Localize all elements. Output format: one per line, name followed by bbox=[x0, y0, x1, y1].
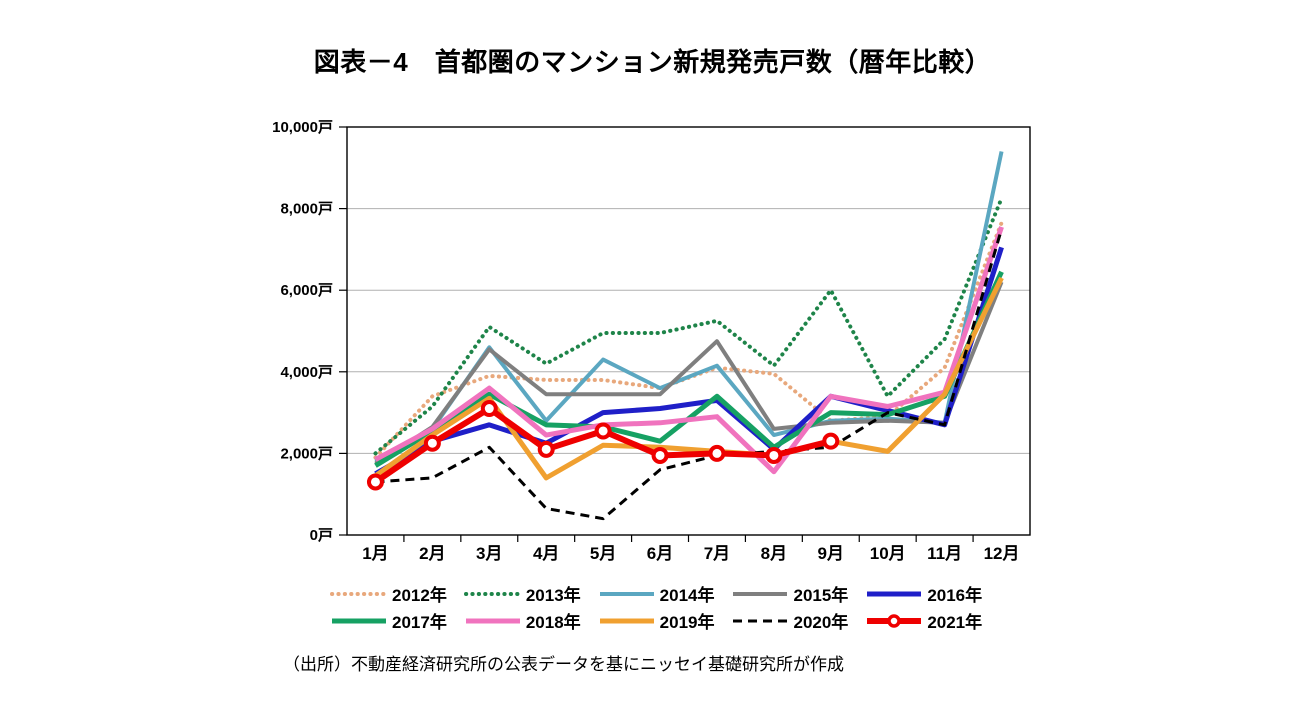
legend-label: 2021年 bbox=[927, 613, 983, 632]
legend-color-swatch bbox=[598, 613, 656, 629]
legend-entry[interactable]: 2012年 bbox=[330, 581, 447, 606]
legend-label: 2016年 bbox=[927, 586, 983, 605]
legend-entry[interactable]: 2013年 bbox=[463, 581, 581, 606]
series-marker bbox=[765, 446, 783, 464]
series-line bbox=[374, 281, 1004, 466]
legend-label: 2013年 bbox=[525, 586, 581, 605]
x-axis-tick-label: 12月 bbox=[984, 544, 1020, 563]
series-marker bbox=[651, 446, 669, 464]
x-axis-tick-labels: 1月 2月 3月 4月 5月 6月 7月 8月 9月 10月 11月 12月 bbox=[362, 544, 1019, 563]
data-series bbox=[374, 246, 1004, 476]
data-series bbox=[366, 400, 840, 491]
legend-entry[interactable]: 2020年 bbox=[731, 608, 848, 633]
x-axis-tick-label: 11月 bbox=[927, 544, 962, 563]
gridlines bbox=[347, 208, 1030, 454]
legend-entry[interactable]: 2014年 bbox=[598, 581, 715, 606]
legend-row-first: 2012年 2013年 2014年 2015年 2016年 bbox=[330, 580, 1010, 607]
source-note: （出所）不動産経済研究所の公表データを基にニッセイ基礎研究所が作成 bbox=[283, 655, 844, 674]
series-line bbox=[374, 246, 1004, 476]
y-axis-tick-labels: 0戸 2,000戸 4,000戸 6,000戸 8,000戸 10,000戸 bbox=[272, 119, 333, 544]
data-series bbox=[374, 276, 1004, 481]
x-axis-tick-label: 3月 bbox=[476, 544, 502, 563]
legend-label: 2018年 bbox=[525, 613, 581, 632]
axis-frame bbox=[339, 126, 1031, 542]
legend-label: 2012年 bbox=[392, 586, 447, 605]
legend-entry[interactable]: 2021年 bbox=[865, 608, 982, 633]
legend-label: 2019年 bbox=[659, 613, 715, 632]
x-axis-tick-label: 1月 bbox=[362, 544, 388, 563]
legend-label: 2014年 bbox=[659, 586, 715, 605]
x-axis-tick-label: 10月 bbox=[870, 544, 906, 563]
legend-color-swatch bbox=[464, 613, 522, 629]
series-marker bbox=[537, 440, 555, 458]
series-marker bbox=[423, 434, 441, 452]
x-axis-tick-label: 6月 bbox=[647, 544, 673, 563]
y-axis-tick-label: 10,000戸 bbox=[272, 119, 333, 136]
y-axis-tick-label: 8,000戸 bbox=[280, 201, 333, 218]
y-axis-tick-label: 0戸 bbox=[310, 527, 333, 544]
x-axis-tick-label: 5月 bbox=[590, 544, 616, 563]
legend-color-swatch bbox=[731, 613, 789, 629]
y-axis-tick-label: 2,000戸 bbox=[280, 445, 333, 462]
legend-label: 2017年 bbox=[392, 613, 447, 632]
series-line bbox=[374, 276, 1004, 481]
legend-entry[interactable]: 2019年 bbox=[598, 608, 715, 633]
data-series-group bbox=[366, 151, 1004, 521]
legend-entry[interactable]: 2015年 bbox=[731, 581, 848, 606]
series-marker bbox=[480, 400, 498, 418]
series-line bbox=[375, 228, 1003, 521]
series-line bbox=[374, 226, 1004, 475]
legend-color-swatch bbox=[865, 613, 923, 629]
y-axis-tick-label: 6,000戸 bbox=[280, 282, 333, 299]
series-line bbox=[373, 196, 1004, 456]
legend-color-swatch bbox=[865, 586, 923, 602]
x-axis-tick-label: 7月 bbox=[704, 544, 730, 563]
chart-legend: 2012年 2013年 2014年 2015年 2016年 2017年 2018年 2019… bbox=[330, 580, 1010, 634]
series-marker bbox=[594, 422, 612, 440]
legend-row-second: 2017年 2018年 2019年 2020年 2021年 bbox=[330, 607, 1010, 634]
data-series bbox=[374, 226, 1004, 475]
x-axis-tick-label: 9月 bbox=[818, 544, 844, 563]
legend-color-swatch bbox=[731, 586, 789, 602]
legend-color-swatch bbox=[330, 613, 388, 629]
x-axis-tick-label: 2月 bbox=[419, 544, 445, 563]
plot-frame bbox=[346, 126, 1031, 536]
x-axis-tick-label: 4月 bbox=[533, 544, 559, 563]
series-marker bbox=[822, 432, 840, 450]
legend-color-swatch bbox=[463, 586, 522, 602]
data-series bbox=[374, 281, 1004, 466]
page-title: 図表－4 首都圏のマンション新規発売戸数（暦年比較） bbox=[313, 47, 992, 77]
legend-entry[interactable]: 2016年 bbox=[865, 581, 982, 606]
y-axis-tick-label: 4,000戸 bbox=[280, 364, 333, 381]
data-series bbox=[373, 196, 1004, 456]
legend-color-swatch bbox=[330, 586, 388, 602]
legend-label: 2015年 bbox=[793, 586, 849, 605]
legend-color-swatch bbox=[598, 586, 656, 602]
legend-entry[interactable]: 2018年 bbox=[464, 608, 581, 633]
x-axis-tick-label: 8月 bbox=[761, 544, 787, 563]
legend-label: 2020年 bbox=[793, 613, 849, 632]
data-series bbox=[375, 228, 1003, 521]
series-marker bbox=[708, 444, 726, 462]
series-marker bbox=[366, 473, 384, 491]
legend-entry[interactable]: 2017年 bbox=[330, 608, 447, 633]
